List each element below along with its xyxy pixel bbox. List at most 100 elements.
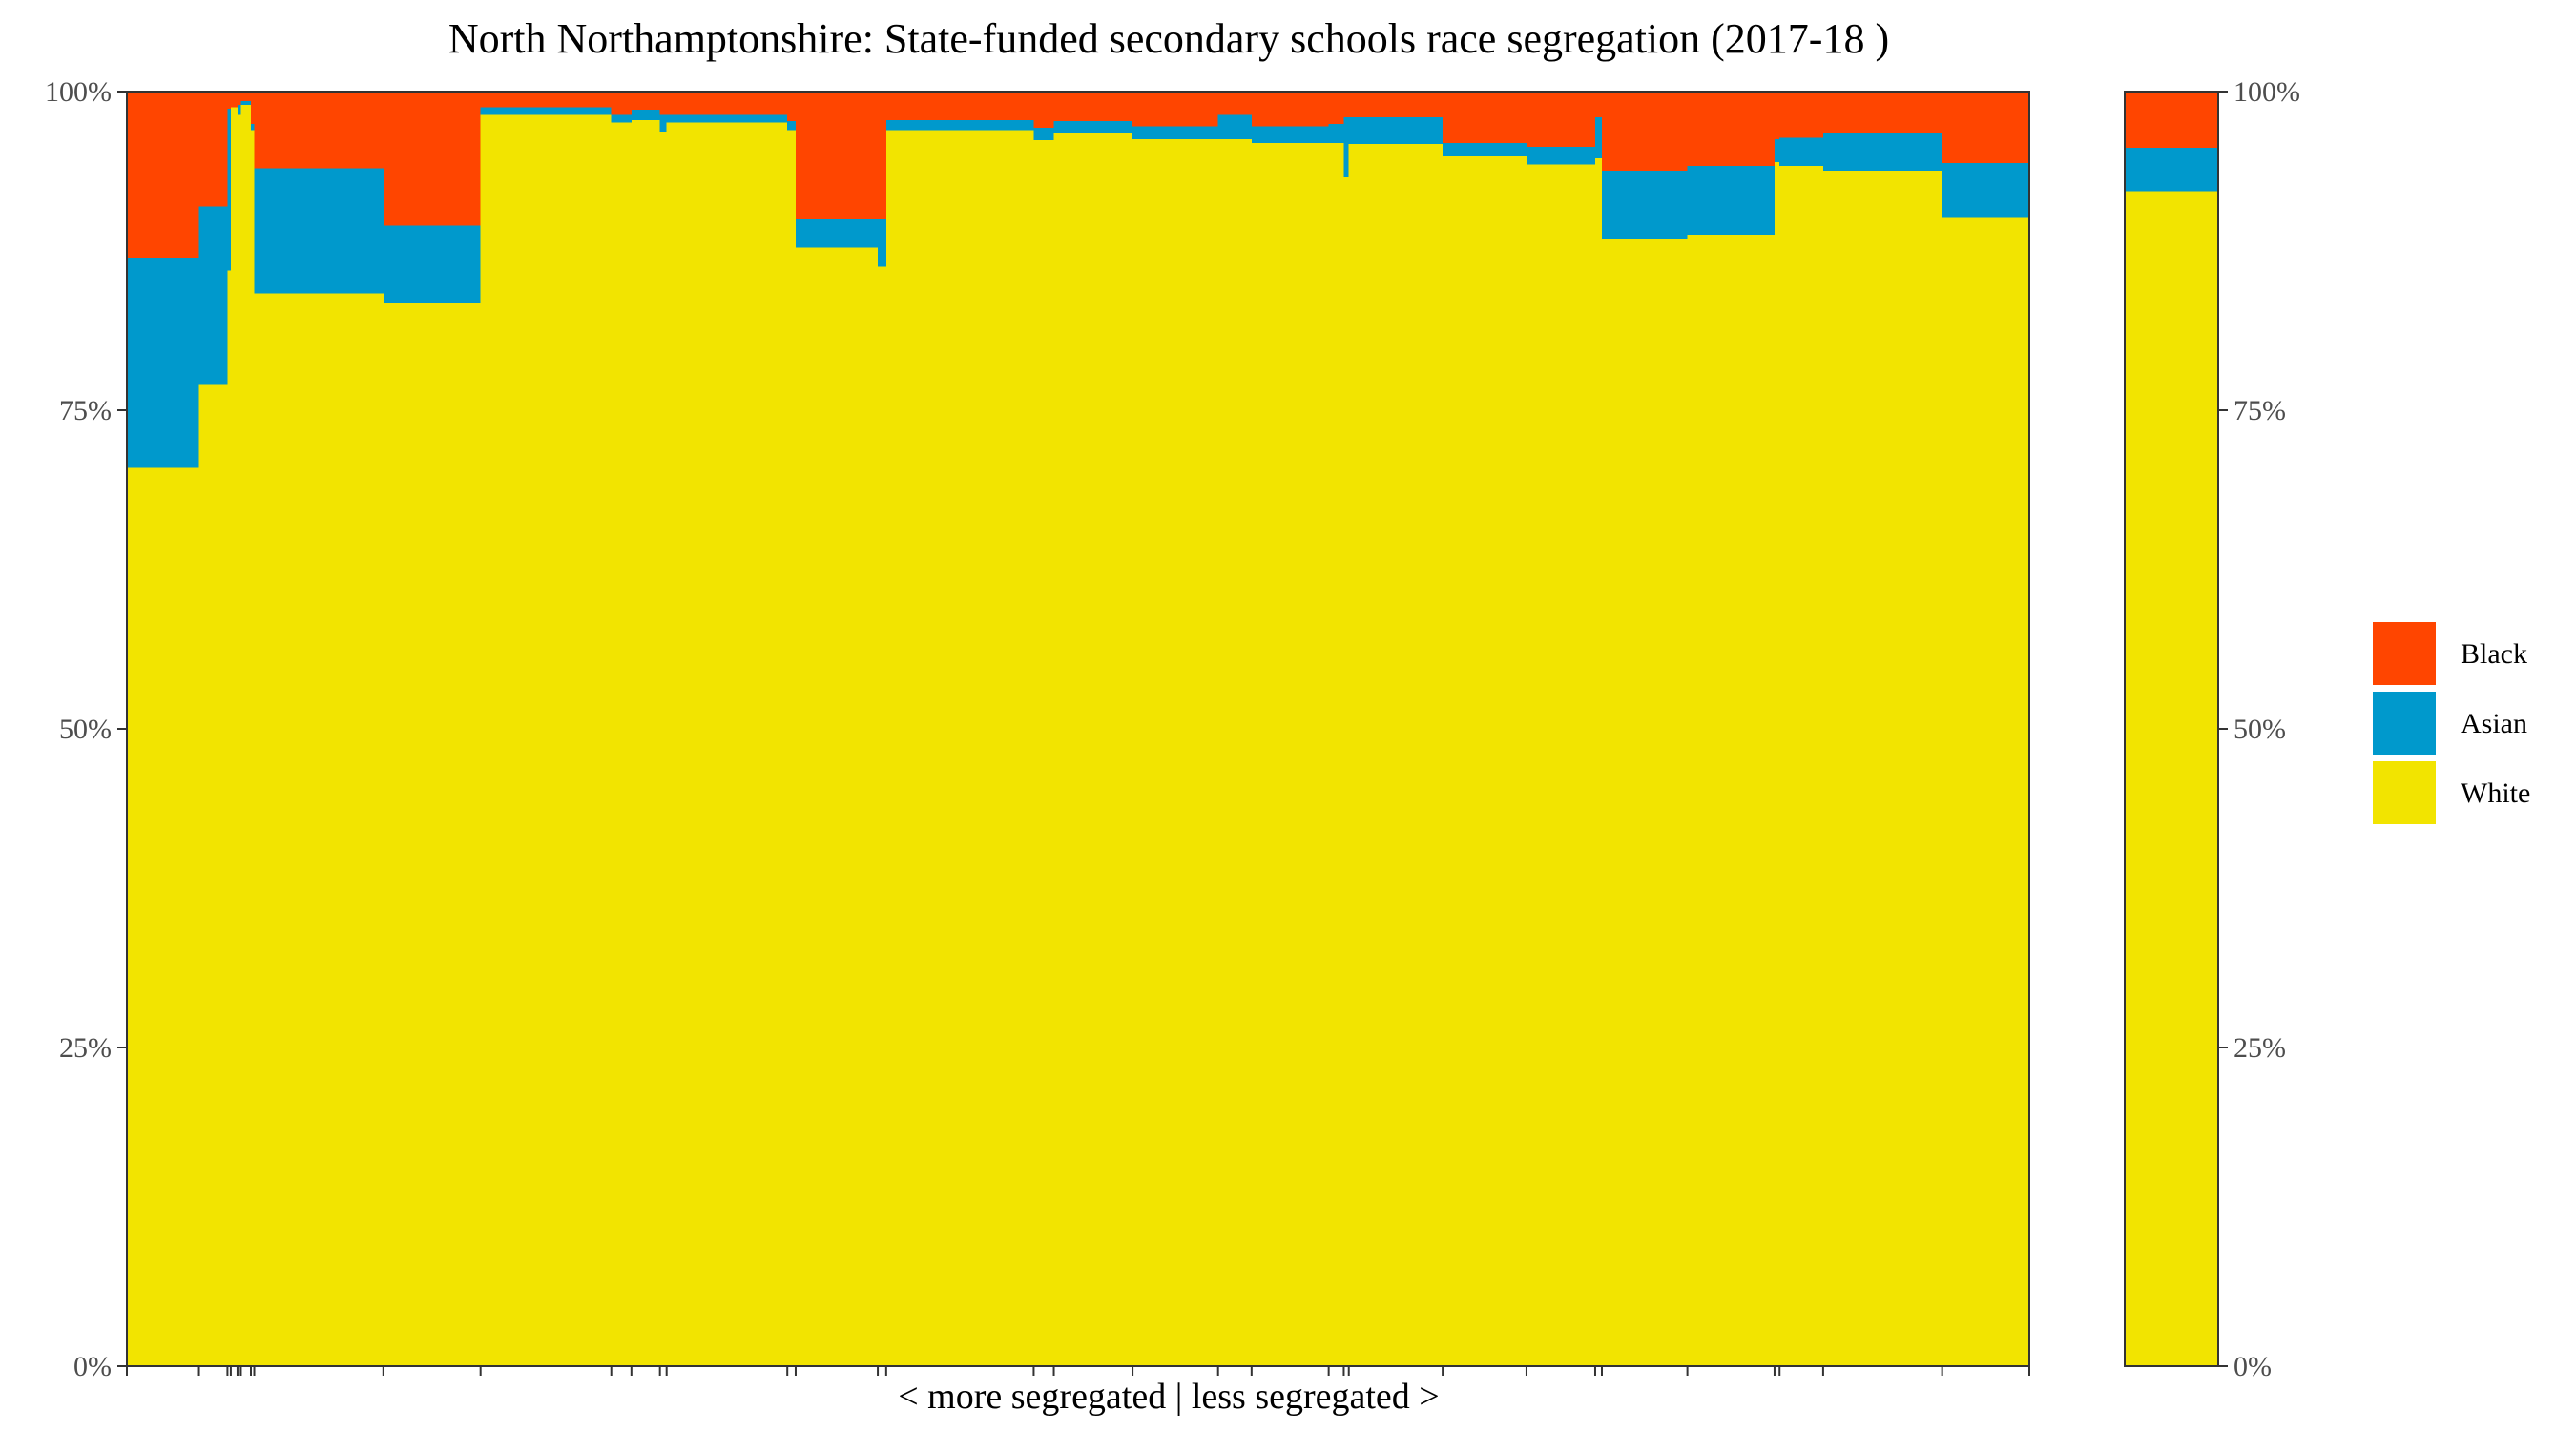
segment-black [787,92,797,122]
segment-asian [1328,123,1345,143]
legend-key-asian [2373,692,2436,755]
segment-white [1443,155,1527,1367]
legend-key-white [2373,761,2436,824]
school-bar-29 [1594,92,1603,1367]
segment-white [227,270,232,1367]
segment-black [1343,92,1350,118]
segment-black [198,92,229,207]
segment-white [1687,234,1776,1367]
chart-title: North Northamptonshire: State-funded sec… [448,15,1889,62]
segment-black [1251,92,1330,127]
segment-white [659,131,668,1367]
segment-asian [1251,126,1330,143]
segment-white [1822,170,1943,1367]
segment-white [383,302,482,1367]
segment-asian [1687,165,1776,236]
school-bar-13 [659,92,668,1367]
school-bar-14 [666,92,788,1367]
segment-white [240,104,252,1367]
school-bar-32 [1774,92,1780,1367]
school-bar-33 [1779,92,1824,1367]
segment-black [611,92,633,115]
segment-white [1526,164,1596,1367]
segment-asian [251,123,256,131]
segment-asian [659,114,668,132]
total-segment-black [2125,92,2218,149]
segment-asian [1348,116,1444,145]
plot-area [126,91,2219,1367]
school-bar-15 [787,92,797,1367]
segment-white [1594,157,1603,1367]
legend-item-white: White [2373,761,2530,824]
y-tick-label-right: 100% [2233,76,2300,108]
school-bar-18 [885,92,1035,1367]
school-bar-27 [1443,92,1527,1367]
segment-asian [240,100,252,105]
segment-asian [127,257,200,468]
segment-asian [666,114,788,123]
segment-white [230,107,239,1367]
segment-white [1779,165,1824,1367]
school-bar-4 [230,92,239,1367]
segment-white [1602,238,1689,1367]
segment-black [1526,92,1596,147]
segment-asian [795,218,879,248]
segment-white [198,384,229,1367]
segment-asian [1053,120,1133,134]
segment-asian [198,206,229,385]
y-tick-label-right: 25% [2233,1032,2286,1064]
x-axis-label: < more segregated | less segregated > [898,1377,1439,1417]
y-axes: 0% 0% 25% 25% 50% 50% 75% 75% 100% 100% [45,76,2300,1382]
segment-asian [885,119,1035,131]
segment-black [237,92,242,105]
total-segment-asian [2125,147,2218,192]
school-bar-9 [383,92,482,1367]
segment-asian [1132,126,1219,139]
segment-asian [227,108,232,271]
segment-white [795,246,879,1367]
segment-asian [787,120,797,131]
school-bar-34 [1822,92,1943,1367]
segment-black [127,92,200,259]
segment-black [885,92,1035,120]
segment-white [480,114,613,1367]
y-tick-label-left: 0% [73,1351,112,1382]
segment-black [1774,92,1780,139]
segment-asian [480,107,613,115]
legend-label-asian: Asian [2461,708,2527,739]
school-bar-25 [1343,92,1350,1367]
segment-black [1443,92,1527,143]
school-bar-2 [198,92,229,1367]
segment-asian [631,109,661,120]
segment-white [237,114,242,1367]
segment-asian [1602,170,1689,239]
segment-black [878,92,887,219]
segment-asian [1942,162,2030,218]
segment-white [885,130,1035,1367]
segment-asian [237,104,242,115]
segment-asian [1594,116,1603,158]
legend-label-black: Black [2461,638,2527,670]
segment-asian [1033,127,1055,141]
segment-black [1348,92,1444,118]
school-bar-5 [237,92,242,1367]
segment-black [240,92,252,101]
segment-black [227,92,232,109]
segment-white [1033,139,1055,1367]
school-bar-24 [1328,92,1345,1367]
segment-black [659,92,668,115]
segment-white [251,130,256,1367]
segment-white [787,130,797,1367]
segment-white [1774,161,1780,1367]
y-tick-label-right: 50% [2233,714,2286,745]
segment-white [611,122,633,1367]
segment-black [251,92,256,124]
y-tick-label-left: 50% [59,714,112,745]
segment-asian [1526,146,1596,165]
segment-black [666,92,788,115]
segment-asian [1774,138,1780,162]
segment-black [1132,92,1219,127]
segment-white [878,266,887,1367]
school-bar-35 [1942,92,2030,1367]
